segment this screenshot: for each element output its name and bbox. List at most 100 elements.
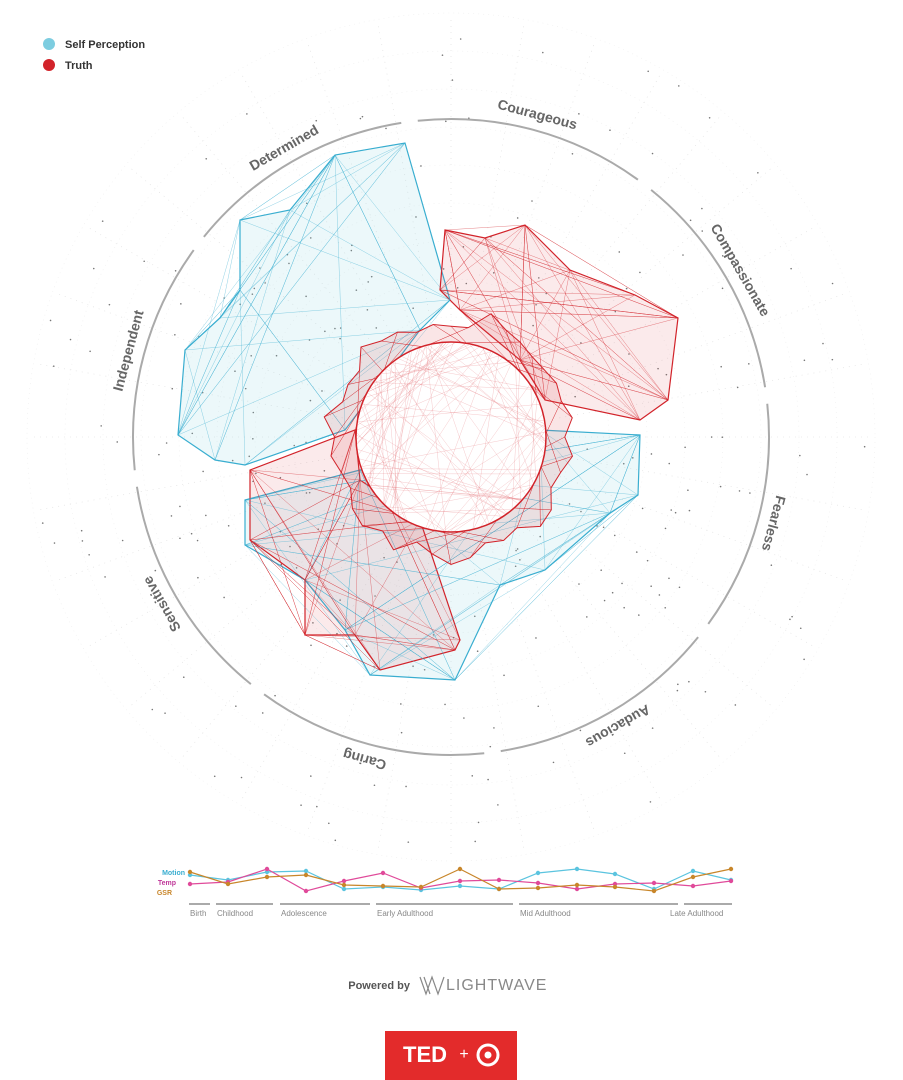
mesh-line xyxy=(177,434,216,461)
bg-dot xyxy=(664,606,667,609)
timeline-dot xyxy=(574,882,580,888)
mesh-line xyxy=(544,269,571,401)
chord xyxy=(361,343,443,467)
bg-ring xyxy=(140,126,762,748)
bg-dot xyxy=(275,354,278,357)
bg-dot xyxy=(445,120,447,123)
mesh-line xyxy=(459,309,669,401)
trait-label: Sensitive xyxy=(139,573,184,634)
bg-spoke xyxy=(87,226,356,383)
badge-ted: TED xyxy=(403,1042,447,1067)
mesh-line xyxy=(454,584,501,681)
bg-dot xyxy=(231,459,234,462)
timeline-dot xyxy=(341,882,347,888)
chord xyxy=(374,382,399,516)
bg-dot xyxy=(412,665,414,667)
bg-dot xyxy=(724,252,727,254)
timeline-dot xyxy=(303,872,309,878)
bg-dot xyxy=(251,293,254,295)
bg-dot xyxy=(625,287,628,290)
bg-dot xyxy=(701,207,703,210)
bg-dot xyxy=(701,230,704,232)
bg-dot xyxy=(451,79,454,81)
bg-dot xyxy=(375,327,378,329)
bg-dot xyxy=(315,119,318,122)
mesh-line xyxy=(454,494,639,681)
mesh-line xyxy=(382,528,425,532)
bg-spoke xyxy=(559,363,865,419)
chord xyxy=(374,382,532,390)
mesh-line xyxy=(544,494,639,571)
mesh-line xyxy=(334,154,346,431)
bg-dot xyxy=(487,778,489,781)
mesh-line xyxy=(239,289,246,466)
mesh-line xyxy=(432,530,467,555)
bg-dot xyxy=(658,594,661,596)
timeline-dot xyxy=(535,885,541,891)
mesh-line xyxy=(330,408,361,457)
bg-dot xyxy=(684,446,686,449)
badge-plus: + xyxy=(459,1046,468,1063)
chord xyxy=(435,364,511,530)
timeline-dot xyxy=(303,888,309,894)
bg-spoke xyxy=(505,73,662,342)
mesh-line xyxy=(439,229,446,291)
powered-by: Powered by xyxy=(348,980,411,992)
mesh-line xyxy=(433,324,462,343)
mesh-line xyxy=(184,317,221,351)
mesh-line xyxy=(214,209,291,461)
mesh-line xyxy=(249,429,356,471)
mesh-line xyxy=(177,289,241,436)
mesh-line xyxy=(444,229,546,401)
trait-arc xyxy=(650,189,767,388)
bg-dot xyxy=(415,216,417,218)
bg-dot xyxy=(310,131,313,134)
mesh-line xyxy=(444,229,669,401)
bg-spoke xyxy=(521,115,722,353)
bg-dot xyxy=(571,153,574,155)
mesh-line xyxy=(354,634,381,671)
bg-dot xyxy=(400,731,403,734)
bg-dot xyxy=(171,387,174,390)
timeline-dot xyxy=(225,881,231,887)
bg-dot xyxy=(668,577,670,580)
stage-label: Mid Adulthood xyxy=(520,909,571,918)
bg-spoke xyxy=(377,23,433,329)
bg-dot xyxy=(674,511,677,514)
bg-dot xyxy=(863,445,866,448)
legend-swatch xyxy=(43,59,55,71)
mesh-line xyxy=(249,539,456,651)
chord xyxy=(444,455,544,531)
mesh-line xyxy=(459,309,641,421)
mesh-line xyxy=(249,469,361,481)
bg-dot xyxy=(512,111,514,113)
bg-dot xyxy=(81,540,84,542)
trait-label: Independent xyxy=(110,308,147,393)
bg-dot xyxy=(345,645,348,647)
mesh-line xyxy=(304,429,356,636)
chord xyxy=(357,449,521,501)
bg-dot xyxy=(108,303,111,306)
mesh-line xyxy=(304,634,461,641)
bg-dot xyxy=(503,674,505,677)
mesh-line xyxy=(362,521,409,526)
chord xyxy=(358,404,540,422)
chord xyxy=(427,345,490,524)
chord xyxy=(356,343,446,440)
mesh-line xyxy=(519,359,669,401)
mesh-line xyxy=(369,584,501,676)
bg-dot xyxy=(586,616,588,618)
bg-dot xyxy=(627,385,630,388)
stage-label: Late Adulthood xyxy=(670,909,723,918)
mesh-line xyxy=(184,289,241,351)
bg-dot xyxy=(407,841,410,843)
mesh-line xyxy=(569,269,641,421)
bg-dot xyxy=(255,472,257,475)
timeline-dot xyxy=(574,886,580,892)
mesh-line xyxy=(439,289,636,296)
bg-dot xyxy=(552,761,555,764)
bg-dot xyxy=(710,436,713,438)
mesh-line xyxy=(344,629,371,676)
mesh-line xyxy=(289,154,336,211)
bg-dot xyxy=(668,462,671,465)
